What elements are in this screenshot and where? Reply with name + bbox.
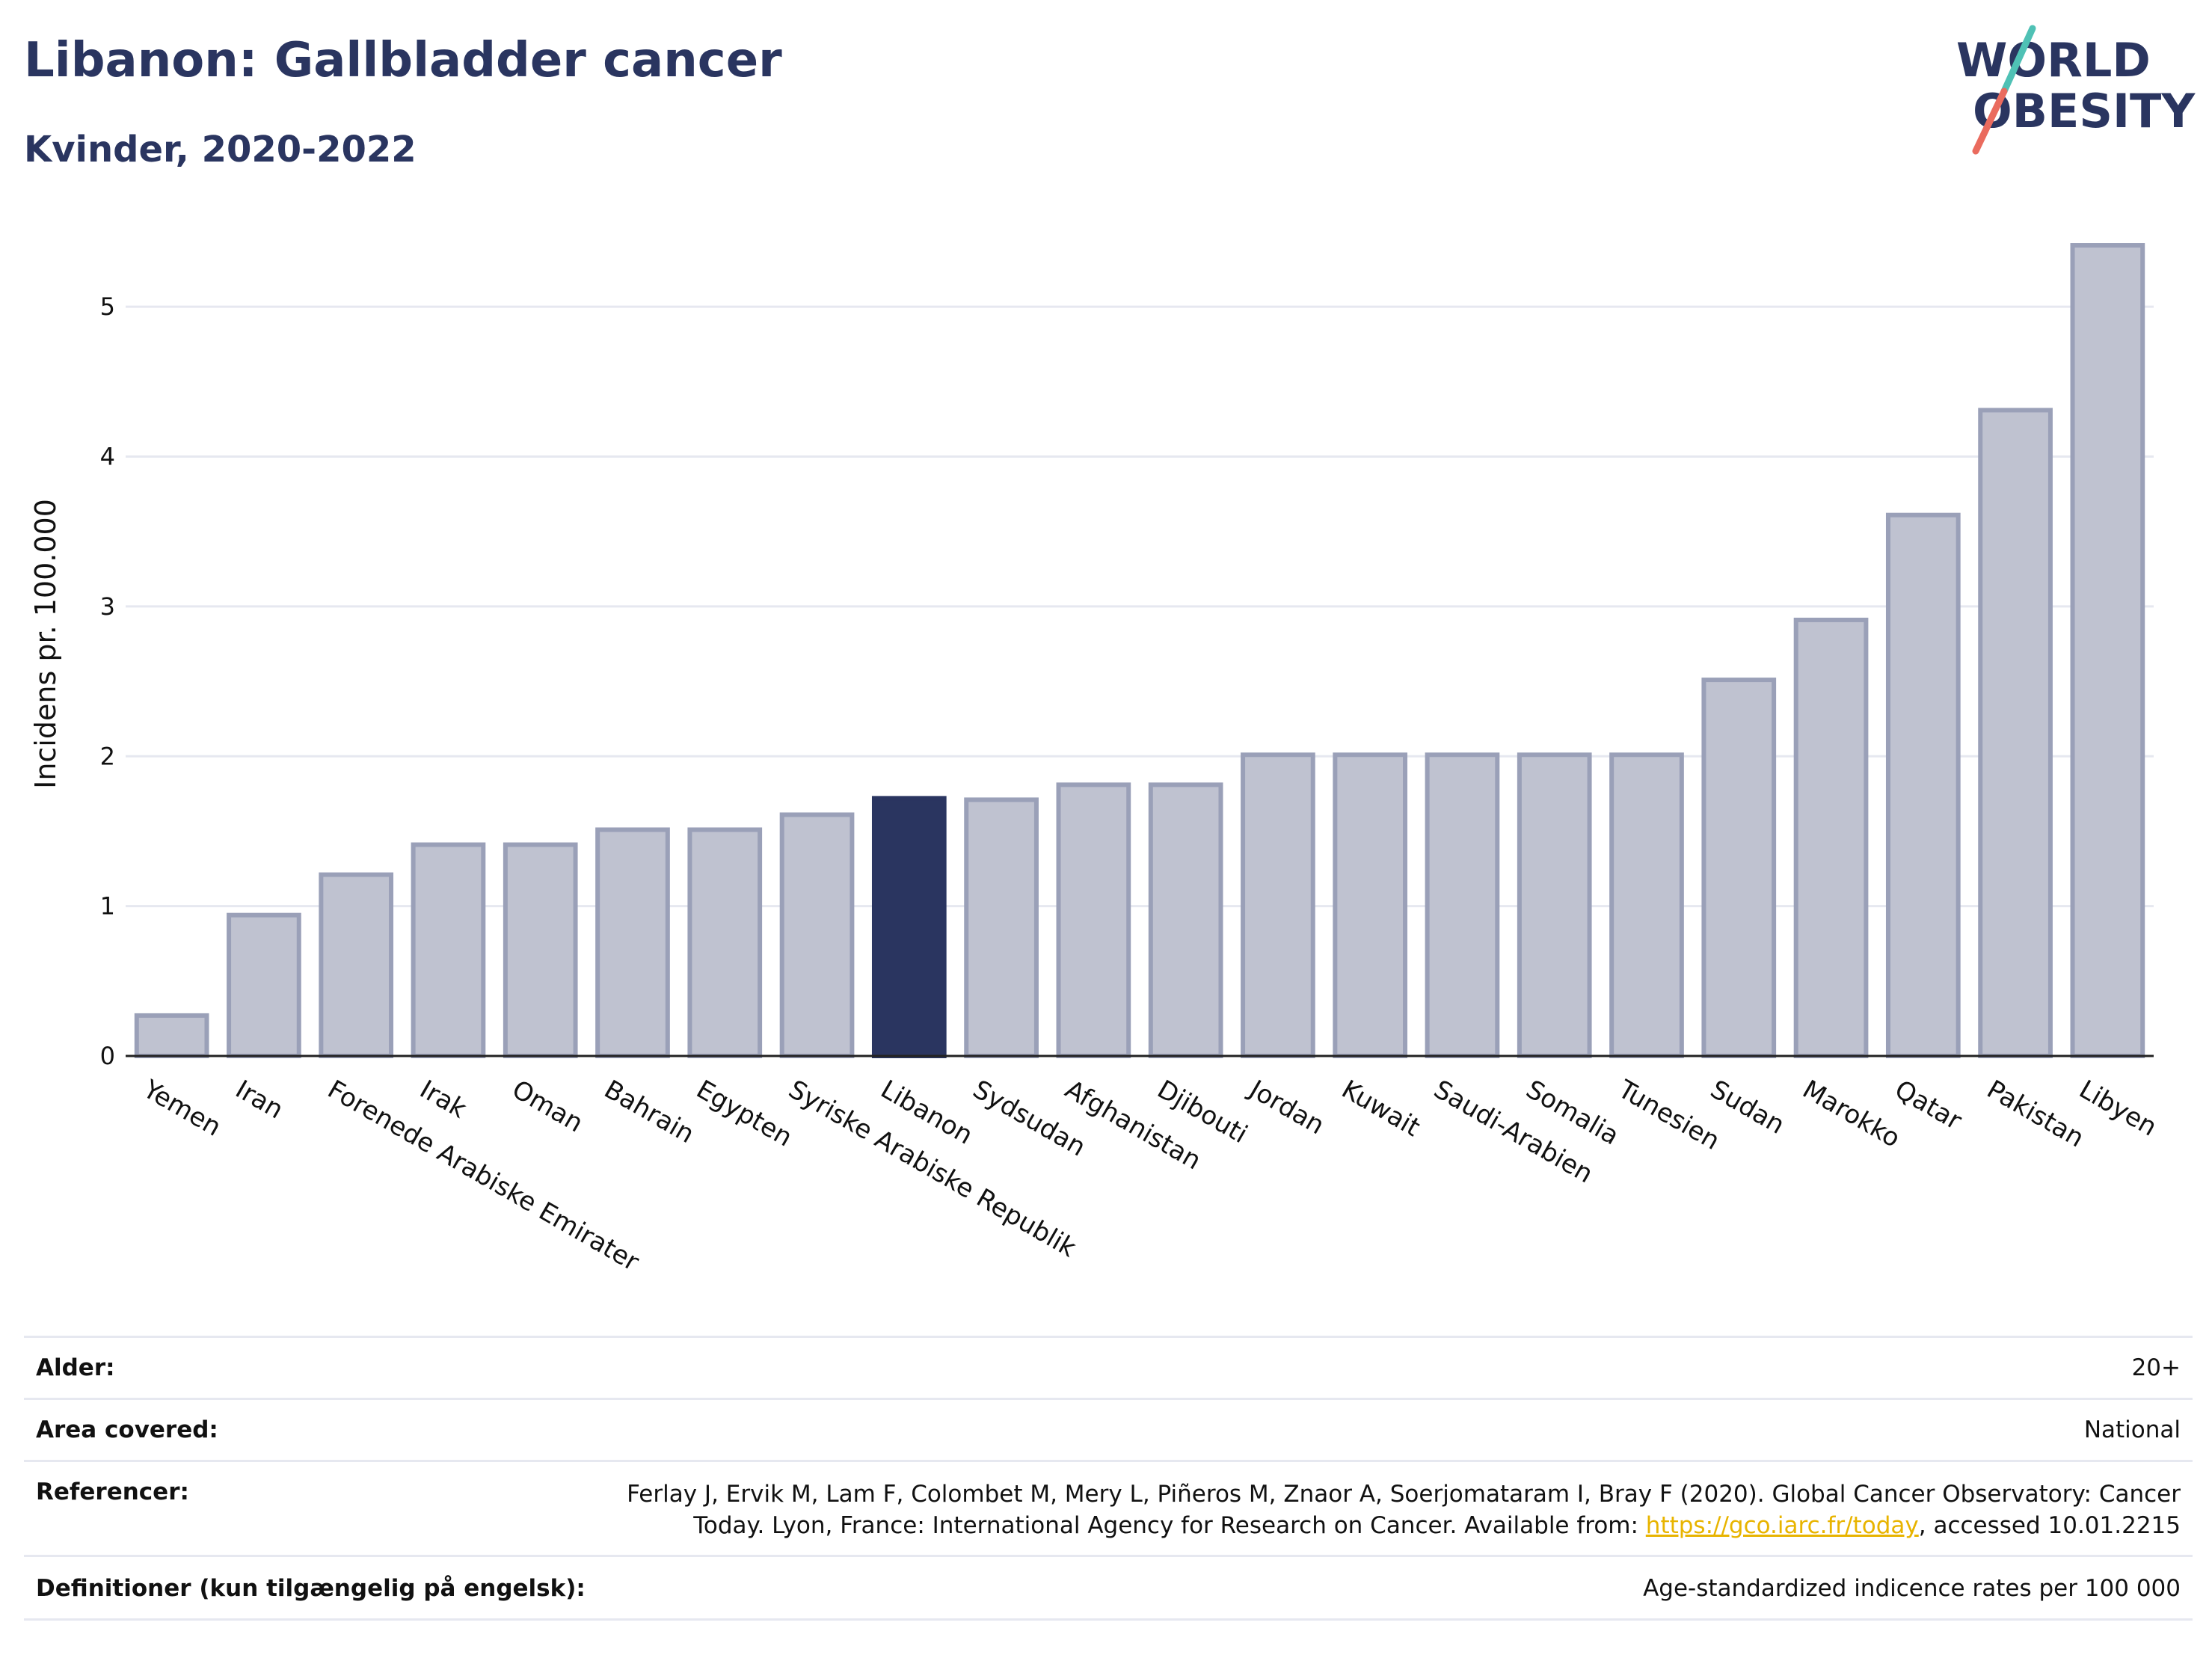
x-tick-label: Bahrain: [599, 1075, 699, 1149]
logo-line1: WORLD: [1956, 33, 2151, 87]
bar: [687, 827, 763, 1059]
y-tick-label: 4: [100, 443, 115, 471]
bar: [411, 842, 486, 1059]
chart-subtitle: Kvinder, 2020-2022: [24, 129, 417, 171]
y-tick-label: 5: [100, 292, 115, 321]
bar: [1333, 752, 1408, 1058]
bar: [319, 872, 394, 1059]
info-row-area: Area covered: National: [24, 1398, 2193, 1460]
age-label: Alder:: [36, 1354, 115, 1381]
x-tick-label: Forenede Arabiske Emirater: [322, 1075, 644, 1277]
bar: [134, 1013, 209, 1059]
x-tick-label: Irak: [415, 1075, 472, 1125]
bar: [1609, 752, 1684, 1058]
y-tick-label: 1: [100, 892, 115, 921]
x-tick-label: Yemen: [138, 1074, 227, 1143]
chart-title: Libanon: Gallbladder cancer: [24, 33, 782, 88]
logo-line2: OBESITY: [1973, 84, 2196, 138]
x-tick-label: Tunesien: [1612, 1074, 1724, 1156]
bar: [503, 842, 578, 1059]
x-tick-label: Egypten: [691, 1075, 797, 1153]
references-label: Referencer:: [36, 1479, 189, 1505]
y-tick-label: 0: [100, 1042, 115, 1070]
info-table: Alder: 20+ Area covered: National Refere…: [24, 1336, 2193, 1621]
bar: [1978, 408, 2053, 1058]
bar: [964, 797, 1039, 1058]
x-tick-label: Kuwait: [1336, 1075, 1425, 1143]
bar: [1885, 512, 1961, 1058]
y-tick-label: 2: [100, 742, 115, 770]
bar: [1517, 752, 1592, 1058]
info-row-age: Alder: 20+: [24, 1336, 2193, 1398]
x-tick-label: Libyen: [2074, 1075, 2161, 1143]
x-tick-label: Iran: [230, 1075, 288, 1126]
info-row-references: Referencer: Ferlay J, Ervik M, Lam F, Co…: [24, 1460, 2193, 1555]
bar-chart: 0 1 2 3 4 5 Incidens pr. 100.000 Yemen Iran Foren…: [29, 243, 2162, 1277]
definitions-label: Definitioner (kun tilgængelig på engelsk…: [36, 1575, 586, 1602]
bar: [1793, 617, 1869, 1058]
references-accessed: , accessed 10.01.2215: [1918, 1512, 2181, 1539]
info-row-definitions: Definitioner (kun tilgængelig på engelsk…: [24, 1555, 2193, 1621]
area-label: Area covered:: [36, 1416, 218, 1443]
x-tick-label: Oman: [507, 1075, 589, 1139]
bar: [1148, 782, 1223, 1058]
references-line-1: Ferlay J, Ervik M, Lam F, Colombet M, Me…: [627, 1481, 2181, 1508]
world-obesity-logo: WORLD OBESITY: [1956, 25, 2196, 155]
logo-teal-stroke: [2000, 25, 2036, 95]
bar-highlight: [871, 796, 947, 1058]
references-value: Ferlay J, Ervik M, Lam F, Colombet M, Me…: [627, 1479, 2181, 1541]
definitions-value: Age-standardized indicence rates per 100…: [1643, 1575, 2181, 1602]
bar: [2070, 243, 2145, 1058]
x-tick-label: Jordan: [1243, 1074, 1329, 1141]
bar: [1701, 678, 1777, 1058]
x-tick-label: Saudi-Arabien: [1429, 1075, 1598, 1190]
bar: [595, 827, 670, 1059]
bar: [1241, 752, 1315, 1058]
references-link[interactable]: https://gco.iarc.fr/today: [1645, 1512, 1919, 1539]
age-value: 20+: [2131, 1354, 2181, 1381]
x-tick-label: Marokko: [1798, 1075, 1905, 1154]
bar: [779, 812, 855, 1058]
bar: [1056, 782, 1131, 1058]
x-tick-label: Pakistan: [1982, 1075, 2089, 1154]
references-text: Today. Lyon, France: International Agenc…: [693, 1512, 1646, 1539]
area-value: National: [2083, 1416, 2181, 1443]
y-axis-label: Incidens pr. 100.000: [29, 499, 62, 789]
bar: [227, 912, 301, 1059]
bar: [1425, 752, 1500, 1058]
y-tick-label: 3: [100, 592, 115, 621]
references-line-2: Today. Lyon, France: International Agenc…: [627, 1510, 2181, 1541]
logo-coral-stroke: [1972, 87, 2008, 155]
